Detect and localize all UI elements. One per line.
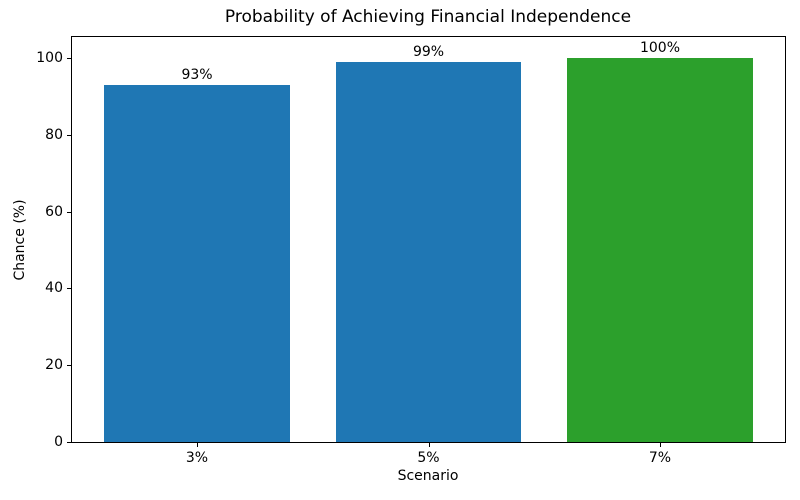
y-tick-label-100: 100 [36, 50, 63, 67]
x-tick-label-7%: 7% [648, 450, 672, 466]
x-tick-mark [197, 443, 198, 447]
y-tick-label-40: 40 [45, 280, 63, 297]
bar-7% [567, 58, 753, 442]
y-tick-mark [67, 134, 71, 136]
x-tick-mark [428, 443, 430, 447]
x-tick-label-5%: 5% [417, 450, 440, 466]
x-tick-mark [659, 443, 661, 447]
bar-value-label-3%: 93% [181, 67, 213, 83]
y-tick-label-0: 0 [54, 434, 63, 450]
bar-5% [335, 61, 522, 442]
y-tick-mark [67, 442, 71, 443]
y-tick-mark [67, 58, 71, 60]
y-axis-label: Chance (%) [12, 199, 28, 281]
x-axis-label: Scenario [397, 468, 459, 484]
y-tick-mark [67, 365, 71, 367]
x-tick-label-3%: 3% [185, 450, 209, 466]
y-tick-label-20: 20 [45, 357, 63, 374]
y-tick-mark [67, 288, 71, 290]
bar-value-label-7%: 100% [639, 40, 680, 57]
y-tick-label-60: 60 [45, 203, 63, 220]
y-tick-label-80: 80 [45, 126, 63, 143]
chart-title: Probability of Achieving Financial Indep… [224, 7, 632, 27]
bar-value-label-5%: 99% [412, 43, 445, 60]
plot-area: 93% 99% 100% [71, 36, 786, 443]
bar-3% [104, 85, 290, 442]
y-tick-mark [67, 211, 71, 213]
